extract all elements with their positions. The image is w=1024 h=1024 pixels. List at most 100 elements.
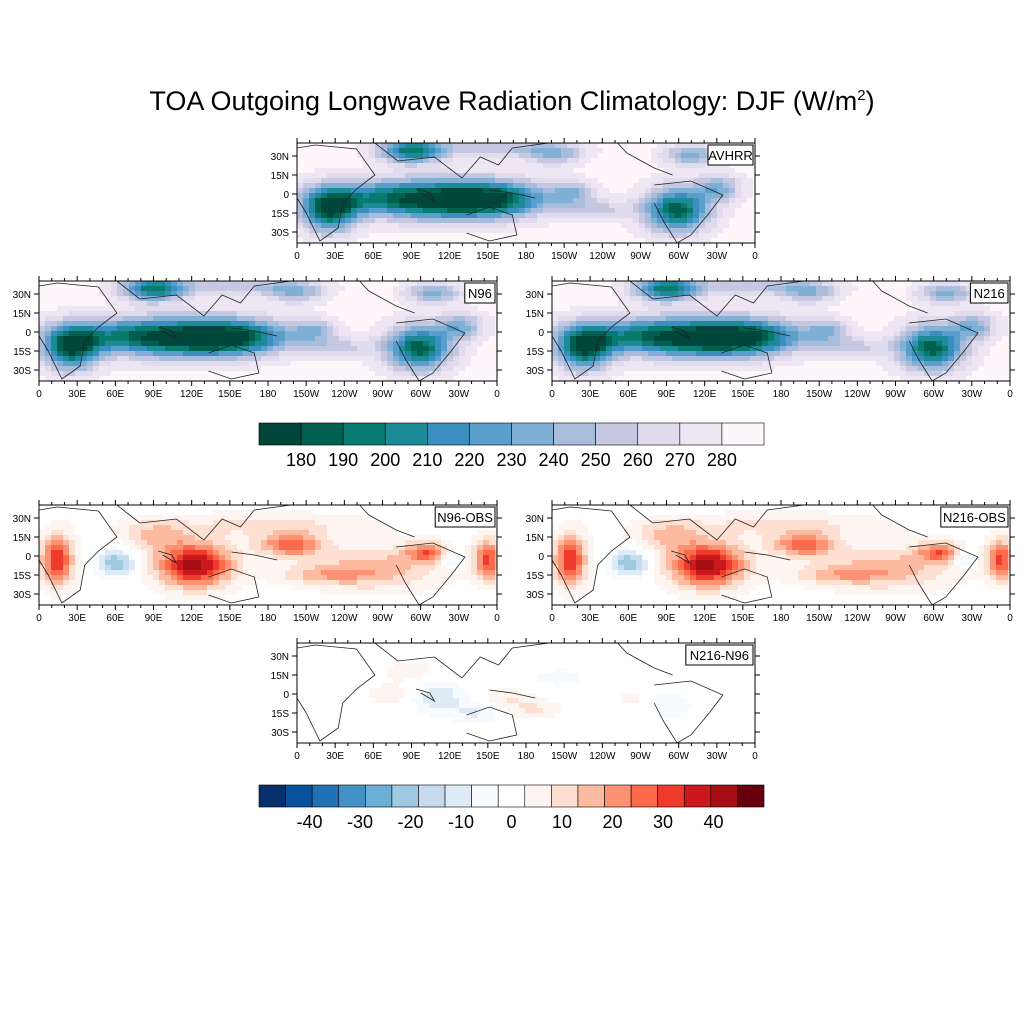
lon-tick-label: 0 — [752, 751, 758, 762]
coastline — [653, 680, 724, 743]
colorbar-box — [418, 784, 446, 808]
field-n216 — [552, 281, 1010, 381]
map-panel-n96: 30N 15N 0 15S 30S 0 30E 60E 90E 120E 150E 180 150W 12… — [13, 276, 502, 400]
panel-label: N96-OBS — [437, 510, 493, 525]
ticks-n216obs — [547, 500, 1015, 610]
lon-tick-label: 60W — [668, 751, 689, 762]
lon-tick-label: 30E — [581, 389, 599, 400]
colorbar-box — [524, 784, 552, 808]
colorbar-label: -10 — [448, 812, 474, 832]
lon-tick-label: 120E — [180, 613, 204, 624]
colorbar-box — [551, 784, 579, 808]
coastline — [231, 327, 278, 337]
colorbar-box — [630, 784, 658, 808]
coastline — [744, 551, 791, 561]
colorbar-box — [285, 784, 313, 808]
coastline — [466, 206, 518, 242]
lon-tick-label: 0 — [549, 389, 555, 400]
colorbar-label: 220 — [454, 450, 484, 470]
lon-tick-label: 30W — [962, 389, 983, 400]
coastlines-avhrr — [297, 143, 724, 243]
lon-tick-label: 0 — [1007, 613, 1013, 624]
lon-tick-label: 180 — [773, 389, 790, 400]
coastline — [721, 344, 773, 380]
colorbar-label: -40 — [296, 812, 322, 832]
lon-tick-label: 150E — [218, 389, 242, 400]
lon-tick-label: 90W — [372, 389, 393, 400]
lat-tick-label: 15S — [526, 347, 544, 358]
map-panel-n216: 30N 15N 0 15S 30S 0 30E 60E 90E 120E 150E 180 150W 12… — [526, 276, 1015, 400]
lat-tick-label: 15S — [13, 571, 31, 582]
lat-labels-n96obs: 30N 15N 0 15S 30S — [13, 514, 32, 601]
lon-tick-label: 180 — [773, 613, 790, 624]
ticks-n216n96 — [292, 638, 760, 748]
lat-tick-label: 30S — [13, 366, 31, 377]
ticks-n216 — [547, 276, 1015, 386]
lon-tick-label: 120E — [693, 389, 717, 400]
colorbar-label: 240 — [539, 450, 569, 470]
lon-tick-label: 90E — [658, 613, 676, 624]
lon-tick-label: 120W — [331, 389, 358, 400]
lon-tick-label: 180 — [260, 613, 277, 624]
lon-tick-label: 90W — [885, 613, 906, 624]
colorbar-box — [511, 422, 554, 446]
panel-label: AVHRR — [708, 148, 753, 163]
coastline — [629, 505, 804, 541]
coastlines-n96obs — [39, 505, 466, 605]
colorbar-box — [365, 784, 393, 808]
coastline — [374, 643, 549, 679]
colorbar-box — [604, 784, 632, 808]
coastline — [208, 568, 260, 604]
colorbar-label: 250 — [581, 450, 611, 470]
lat-tick-label: 0 — [283, 690, 289, 701]
colorbar-box — [497, 784, 526, 808]
lon-tick-label: 150W — [551, 251, 578, 262]
lon-tick-label: 120E — [693, 613, 717, 624]
colorbar-label: 20 — [602, 812, 622, 832]
coastlines-n216obs — [552, 505, 979, 605]
lat-tick-label: 15N — [526, 309, 544, 320]
lat-labels-n216n96: 30N 15N 0 15S 30S — [271, 652, 290, 739]
colorbar-label: 200 — [370, 450, 400, 470]
coastlines-n216 — [552, 281, 979, 381]
lon-tick-label: 120W — [589, 251, 616, 262]
coastline — [629, 281, 804, 317]
colorbar-label: 210 — [412, 450, 442, 470]
coastline — [39, 282, 118, 380]
lon-tick-label: 60E — [619, 389, 637, 400]
lat-tick-label: 15S — [271, 209, 289, 220]
lon-tick-label: 0 — [36, 613, 42, 624]
colorbar-box — [311, 784, 340, 808]
colorbar-label: -20 — [397, 812, 423, 832]
lat-tick-label: 15S — [526, 571, 544, 582]
panel-label-box — [940, 506, 1009, 528]
lat-tick-label: 0 — [538, 552, 544, 563]
lon-tick-label: 60W — [410, 613, 431, 624]
lon-labels-n216obs: 0 30E 60E 90E 120E 150E 180 150W 120W 90W 60W 30W 0 — [549, 613, 1013, 624]
colorbar-box — [384, 422, 428, 446]
lon-tick-label: 150E — [731, 613, 755, 624]
lon-tick-label: 120W — [844, 389, 871, 400]
colorbar-box — [258, 422, 302, 446]
lat-tick-label: 15N — [13, 533, 31, 544]
lon-tick-label: 30E — [68, 613, 86, 624]
coastline — [297, 144, 376, 242]
lon-tick-label: 120E — [438, 251, 462, 262]
lat-tick-label: 15S — [13, 347, 31, 358]
lon-tick-label: 90E — [403, 751, 421, 762]
lon-tick-label: 30E — [326, 751, 344, 762]
lon-tick-label: 180 — [518, 751, 535, 762]
colorbar-label: 30 — [653, 812, 673, 832]
coastline — [617, 643, 673, 676]
colorbar-box — [577, 784, 605, 808]
colorbar-label: 260 — [623, 450, 653, 470]
coastline — [39, 506, 118, 604]
colorbar-label: 190 — [328, 450, 358, 470]
colorbar-label: 280 — [707, 450, 737, 470]
coastline — [552, 506, 631, 604]
coastline — [670, 326, 691, 341]
colorbar-box — [342, 422, 386, 446]
lat-tick-label: 15N — [526, 533, 544, 544]
lon-tick-label: 90W — [630, 751, 651, 762]
